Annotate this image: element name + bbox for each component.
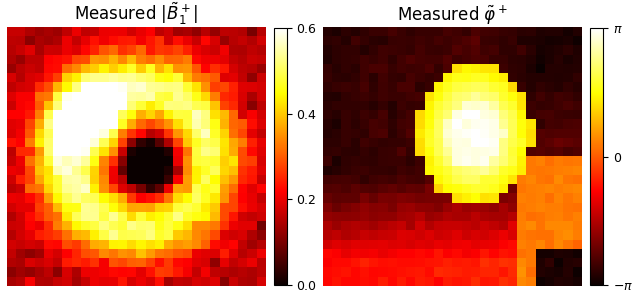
Title: Measured $\tilde{\varphi}^+$: Measured $\tilde{\varphi}^+$	[397, 3, 508, 27]
Title: Measured $|\tilde{B}_1^+|$: Measured $|\tilde{B}_1^+|$	[74, 1, 198, 27]
